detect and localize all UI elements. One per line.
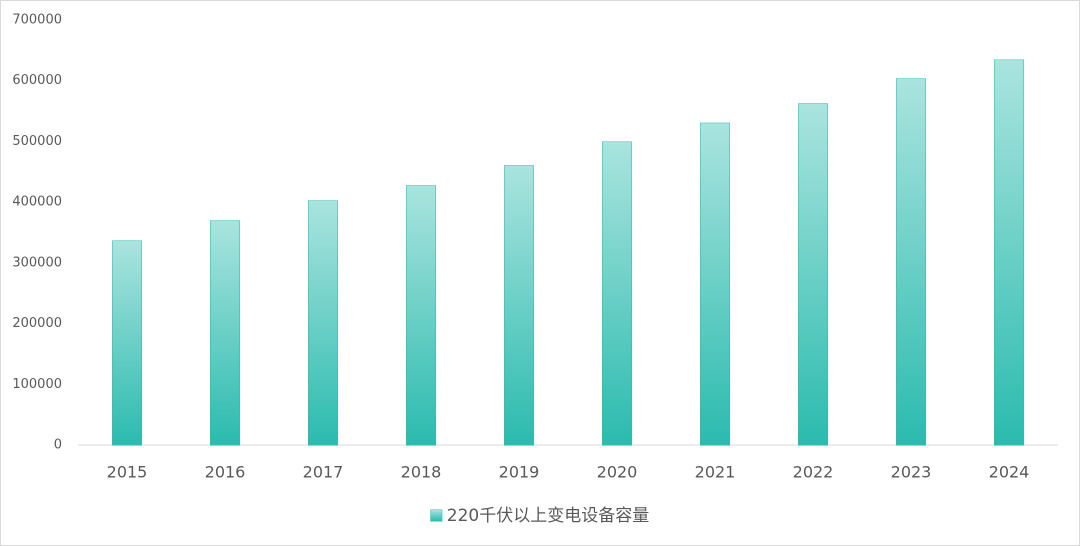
y-tick-label: 600000 <box>12 73 62 88</box>
x-tick-label: 2022 <box>793 463 834 482</box>
x-tick-label: 2017 <box>303 463 344 482</box>
y-tick-label: 300000 <box>12 255 62 270</box>
bar-shine <box>994 60 1024 445</box>
legend-swatch-shine <box>430 510 442 521</box>
y-tick-label: 100000 <box>12 377 62 392</box>
y-tick-label: 700000 <box>12 13 62 28</box>
bar-shine <box>700 123 730 445</box>
bar-shine <box>112 241 142 445</box>
bar-shine <box>308 200 338 445</box>
bar-shine <box>896 78 926 446</box>
x-tick-label: 2021 <box>695 463 736 482</box>
x-tick-label: 2015 <box>107 463 148 482</box>
bar-shine <box>602 142 632 446</box>
bar-shine <box>210 220 240 445</box>
y-tick-label: 500000 <box>12 134 62 149</box>
y-tick-label: 0 <box>54 438 62 453</box>
x-tick-label: 2023 <box>891 463 932 482</box>
x-tick-label: 2019 <box>499 463 540 482</box>
x-tick-label: 2016 <box>205 463 246 482</box>
x-tick-label: 2020 <box>597 463 638 482</box>
bar-shine <box>798 103 828 446</box>
y-tick-label: 400000 <box>12 195 62 210</box>
x-tick-label: 2024 <box>989 463 1030 482</box>
x-tick-label: 2018 <box>401 463 442 482</box>
legend-label: 220千伏以上变电设备容量 <box>447 506 649 526</box>
y-tick-label: 200000 <box>12 316 62 331</box>
bar-shine <box>406 185 436 445</box>
bar-shine <box>504 165 534 445</box>
